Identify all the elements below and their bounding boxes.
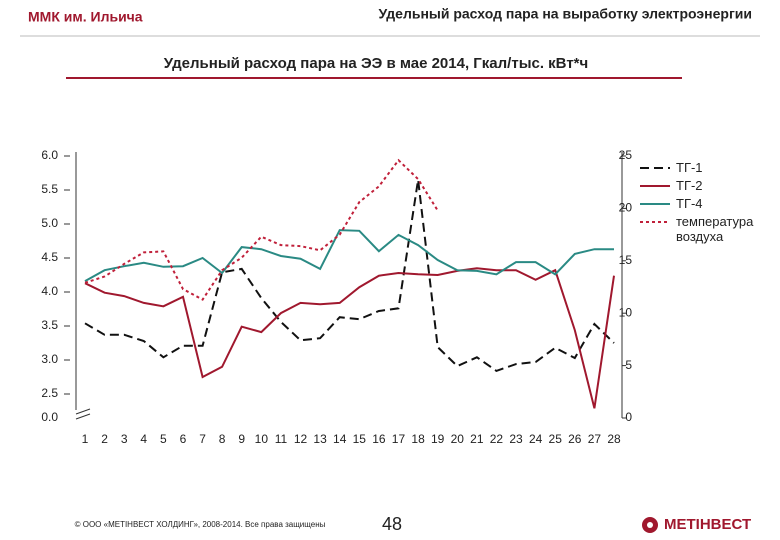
y-tick-label: 3.0 — [41, 352, 58, 366]
x-tick-label: 2 — [101, 432, 108, 446]
y-tick-label: 5.5 — [41, 182, 58, 196]
legend-label: ТГ-1 — [676, 160, 703, 175]
y2-tick-label: 20 — [619, 201, 633, 215]
x-tick-label: 18 — [411, 432, 425, 446]
y-tick-label: 4.5 — [41, 250, 58, 264]
header-left: ММК им. Ильича — [28, 9, 143, 25]
series-line — [84, 179, 615, 373]
y-tick-label: 2.5 — [41, 386, 58, 400]
x-tick-label: 7 — [199, 432, 206, 446]
x-tick-label: 24 — [529, 432, 543, 446]
y2-tick-label: 15 — [619, 253, 633, 267]
y2-tick-label: 0 — [625, 410, 632, 424]
x-tick-label: 4 — [140, 432, 147, 446]
x-tick-label: 23 — [509, 432, 523, 446]
x-tick-label: 28 — [607, 432, 621, 446]
series-line — [84, 267, 615, 409]
y-tick-label: 5.0 — [41, 216, 58, 230]
axis-break — [75, 408, 91, 420]
y2-tick-label: 10 — [619, 305, 633, 319]
x-tick-label: 19 — [431, 432, 445, 446]
logo-text: МЕТІНВЕСТ — [664, 516, 751, 533]
series-line — [84, 158, 439, 301]
x-tick-label: 26 — [568, 432, 582, 446]
x-tick-label: 22 — [490, 432, 504, 446]
legend-item: ТГ-4 — [640, 196, 775, 211]
x-tick-label: 11 — [275, 432, 288, 446]
legend-swatch — [640, 221, 670, 223]
legend-label: ТГ-4 — [676, 196, 703, 211]
y2-tick-label: 5 — [625, 358, 632, 372]
x-tick-label: 9 — [238, 432, 245, 446]
x-tick-label: 10 — [255, 432, 269, 446]
x-tick-label: 25 — [549, 432, 563, 446]
legend-item: температура воздуха — [640, 214, 775, 244]
x-tick-label: 15 — [353, 432, 367, 446]
x-tick-label: 6 — [180, 432, 187, 446]
page-number: 48 — [382, 514, 402, 534]
x-tick-label: 13 — [313, 432, 327, 446]
legend-swatch — [640, 185, 670, 187]
x-tick-label: 21 — [470, 432, 484, 446]
logo-icon — [642, 517, 658, 533]
legend: ТГ-1 ТГ-2 ТГ-4 температура воздуха — [640, 160, 775, 247]
legend-label: ТГ-2 — [676, 178, 703, 193]
x-tick-label: 17 — [392, 432, 406, 446]
y2-tick-label: 25 — [619, 148, 633, 162]
x-tick-label: 16 — [372, 432, 386, 446]
x-tick-label: 20 — [451, 432, 465, 446]
x-tick-label: 1 — [82, 432, 89, 446]
x-tick-label: 14 — [333, 432, 347, 446]
header-right: Удельный расход пара на выработку электр… — [378, 6, 752, 22]
series-line — [84, 229, 614, 282]
footer-copyright: © ООО «МЕТІНВЕСТ ХОЛДИНГ», 2008-2014. Вс… — [75, 520, 326, 529]
x-tick-label: 12 — [294, 432, 308, 446]
y-tick-label: 6.0 — [41, 148, 58, 162]
chart-title: Удельный расход пара на ЭЭ в мае 2014, Г… — [164, 55, 588, 72]
legend-label: температура воздуха — [676, 214, 754, 244]
y-axis-break-label: 0.0 — [41, 410, 58, 424]
y-tick-label: 3.5 — [41, 318, 58, 332]
x-tick-label: 27 — [588, 432, 602, 446]
legend-swatch — [640, 167, 670, 169]
x-tick-label: 3 — [121, 432, 128, 446]
legend-swatch — [640, 203, 670, 205]
x-tick-label: 5 — [160, 432, 167, 446]
legend-item: ТГ-2 — [640, 178, 775, 193]
y-tick-label: 4.0 — [41, 284, 58, 298]
x-tick-label: 8 — [219, 432, 226, 446]
legend-item: ТГ-1 — [640, 160, 775, 175]
